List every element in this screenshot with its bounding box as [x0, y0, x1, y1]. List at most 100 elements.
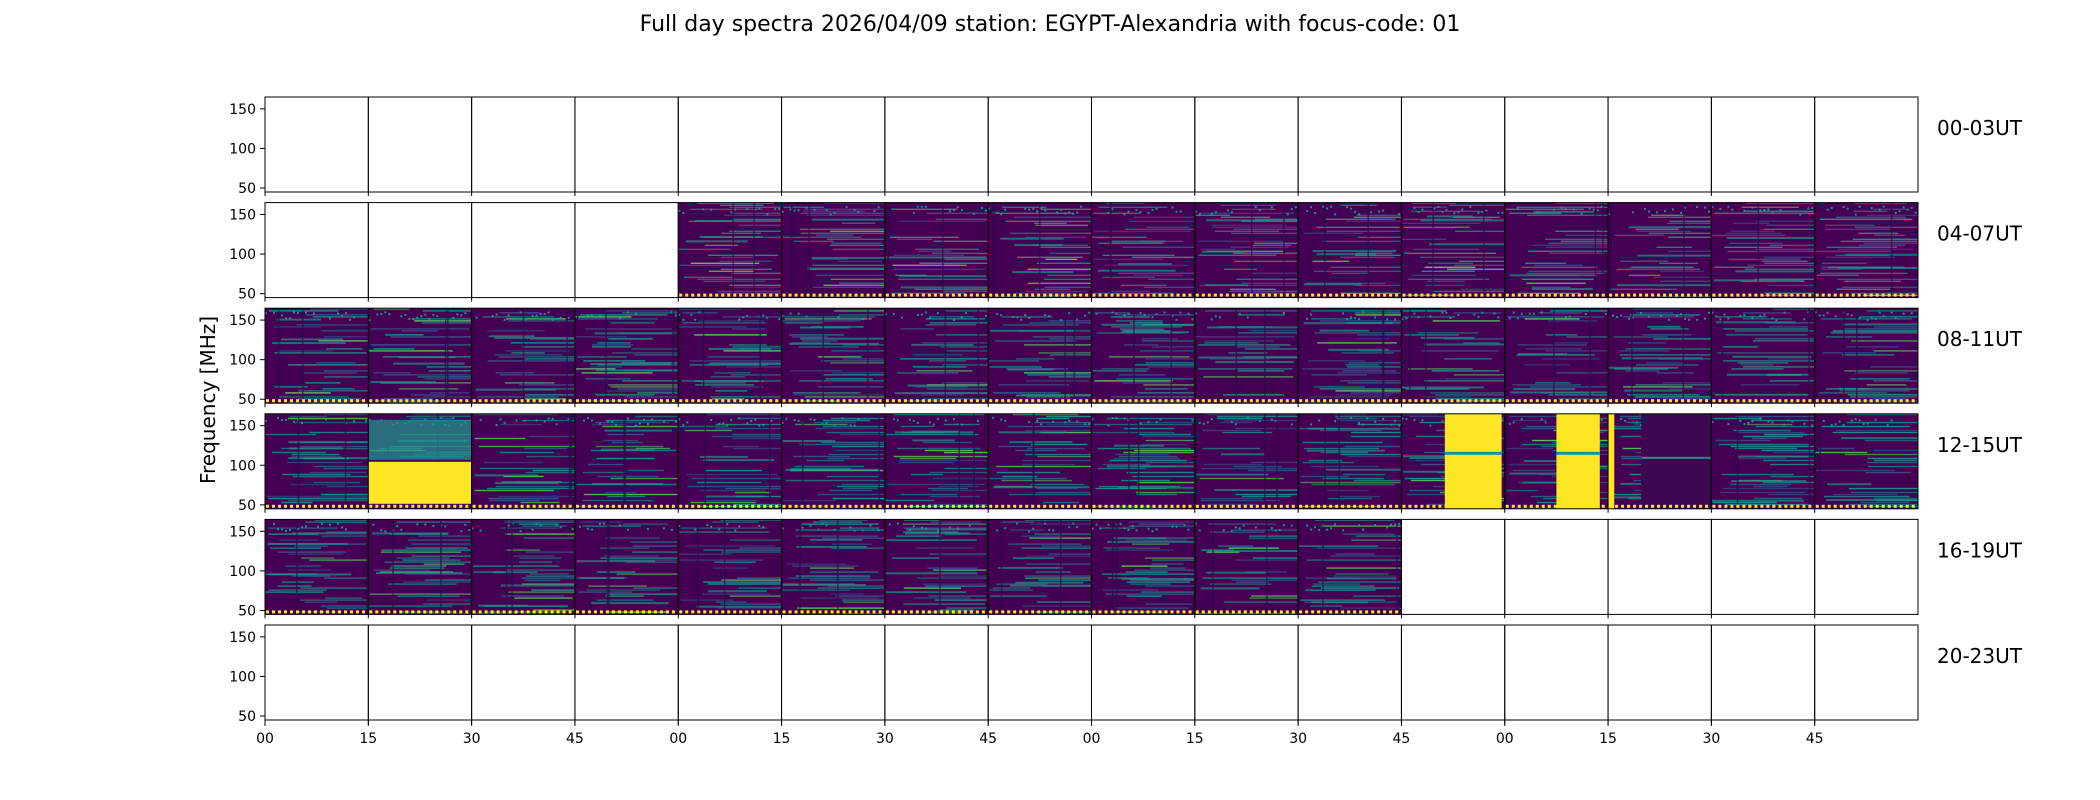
x-tick-label: 45	[1393, 731, 1411, 747]
panel-frame	[1607, 518, 1712, 615]
spectrum-panel	[1400, 413, 1506, 513]
row-12-15ut: 50 100 150 12-15UT	[229, 413, 2023, 514]
x-tick-label: 00	[1083, 731, 1101, 747]
panel-frame	[1710, 624, 1816, 721]
panel-frame	[1607, 96, 1712, 193]
empty-panel	[1194, 624, 1299, 724]
y-tick-label: 50	[238, 603, 256, 619]
empty-panel	[574, 202, 679, 302]
panel-frame	[264, 202, 369, 299]
panel-frame	[367, 202, 473, 299]
spectrum-panel	[1194, 413, 1299, 513]
spectrum-panel	[1297, 307, 1402, 408]
spectrum-panel	[1091, 413, 1196, 513]
empty-panel	[1814, 96, 1919, 196]
spectrum-panel	[1091, 518, 1196, 619]
panel-frame	[1400, 624, 1506, 721]
spectrum-panel	[781, 413, 886, 513]
panel-frame	[677, 624, 783, 721]
panel-frame	[1504, 624, 1609, 721]
empty-panel	[677, 96, 783, 196]
empty-panel	[987, 96, 1092, 196]
spectrum-panel	[264, 518, 369, 619]
spectrum-panel	[574, 518, 679, 619]
empty-panel	[1297, 96, 1402, 196]
empty-panel	[574, 96, 679, 196]
x-tick-label: 45	[979, 731, 997, 747]
panel-frame	[471, 96, 576, 193]
spectrum-panel	[367, 518, 473, 619]
y-tick-label: 100	[229, 564, 256, 580]
spectrum-panel	[367, 307, 473, 408]
x-tick-label: 30	[876, 731, 894, 747]
row-08-11ut: 50 100 150 08-11UT	[229, 307, 2023, 408]
spectrum-panel	[677, 307, 783, 408]
spectrum-panel	[987, 413, 1092, 513]
spectrum-panel	[367, 413, 473, 513]
panel-frame	[264, 624, 369, 721]
spectrum-panel	[884, 307, 989, 408]
panel-frame	[574, 202, 679, 299]
spectrum-panel	[1297, 202, 1402, 302]
spectrum-panel	[1091, 307, 1196, 408]
empty-panel	[367, 624, 473, 724]
y-tick-label: 50	[238, 709, 256, 725]
panel-frame	[574, 96, 679, 193]
panel-frame	[1091, 624, 1196, 721]
panel-frame	[1504, 96, 1609, 193]
spectrum-panel	[1194, 518, 1299, 619]
panel-frame	[1814, 202, 1919, 299]
spectrum-panel	[471, 307, 576, 408]
spectrum-panel	[677, 202, 783, 302]
spectrum-panel	[1607, 307, 1712, 408]
y-tick-label: 50	[238, 392, 256, 408]
empty-panel	[1091, 96, 1196, 196]
chart-title: Full day spectra 2026/04/09 station: EGY…	[639, 12, 1461, 37]
empty-panel	[1400, 96, 1506, 196]
y-tick-label: 50	[238, 181, 256, 197]
y-tick-label: 150	[229, 207, 256, 223]
empty-panel	[1504, 624, 1609, 724]
empty-panel	[1504, 96, 1609, 196]
panel-frame	[1400, 96, 1506, 193]
panel-frame	[471, 202, 576, 299]
panel-frame	[884, 624, 989, 721]
spectrum-panel	[471, 518, 576, 619]
spectrum-panel	[1504, 307, 1609, 408]
panel-frame	[987, 624, 1092, 721]
row-20-23ut: 50 100 150 20-23UT	[229, 624, 2023, 725]
spectrum-panel	[1814, 202, 1919, 302]
empty-panel	[1710, 518, 1816, 619]
panel-frame	[367, 624, 473, 721]
empty-panel	[1607, 96, 1712, 196]
spectrum-panel	[781, 307, 886, 408]
row-label: 04-07UT	[1937, 222, 2023, 246]
empty-panel	[1091, 624, 1196, 724]
spectrum-panel	[1710, 413, 1816, 513]
panel-frame	[1297, 624, 1402, 721]
panel-frame	[1400, 518, 1506, 615]
x-tick-label: 15	[1599, 731, 1617, 747]
y-tick-label: 100	[229, 247, 256, 263]
x-tick-label: 15	[1186, 731, 1204, 747]
empty-panel	[471, 624, 576, 724]
panel-frame	[1814, 518, 1919, 615]
panel-frame	[1814, 307, 1919, 404]
spectrum-panel	[1400, 202, 1506, 302]
spectrum-panel	[574, 413, 679, 513]
empty-panel	[264, 624, 369, 724]
empty-panel	[1814, 624, 1919, 724]
panel-frame	[1194, 624, 1299, 721]
y-tick-label: 150	[229, 102, 256, 118]
spectrum-panel	[781, 202, 886, 302]
spectrum-panel	[1194, 307, 1299, 408]
panel-frame	[1194, 96, 1299, 193]
panel-frame	[1091, 96, 1196, 193]
x-tick-label: 30	[1702, 731, 1720, 747]
panel-frame	[1814, 624, 1919, 721]
empty-panel	[884, 96, 989, 196]
empty-panel	[677, 624, 783, 724]
spectrum-panel	[781, 518, 886, 619]
panel-frame	[574, 624, 679, 721]
